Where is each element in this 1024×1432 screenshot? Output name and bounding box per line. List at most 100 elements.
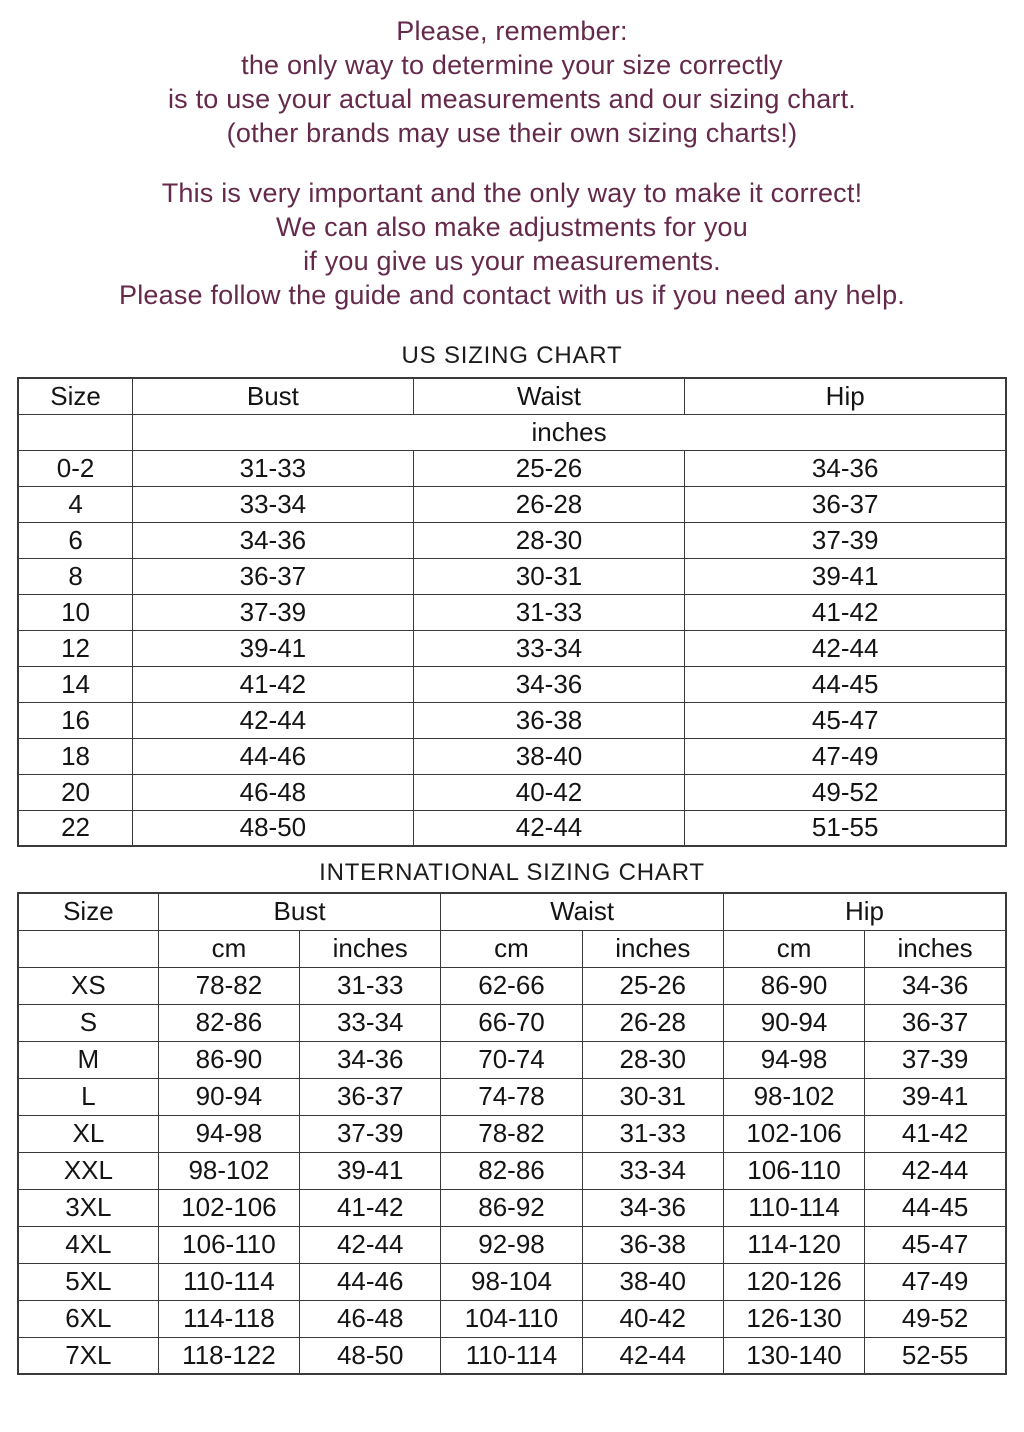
size-cell: S — [17, 1003, 159, 1042]
size-cell: 4XL — [17, 1225, 159, 1264]
measurement-cell: 40-42 — [581, 1299, 724, 1338]
measurement-cell: 106-110 — [722, 1151, 866, 1190]
intro-line: We can also make adjustments for you — [276, 212, 748, 242]
measurement-cell: 98-104 — [440, 1262, 583, 1301]
column-header: Hip — [684, 377, 1007, 415]
measurement-cell: 126-130 — [722, 1299, 866, 1338]
measurement-cell: 34-36 — [864, 966, 1007, 1005]
measurement-cell: 94-98 — [722, 1040, 866, 1079]
measurement-cell: 45-47 — [684, 701, 1007, 739]
table-row: 7XL 118-122 48-50 110-114 42-44 130-140 52-55 — [17, 1336, 1007, 1375]
measurement-cell: 36-37 — [864, 1003, 1007, 1042]
measurement-cell: 33-34 — [299, 1003, 442, 1042]
size-cell: 16 — [17, 701, 134, 739]
size-cell: XL — [17, 1114, 159, 1153]
measurement-cell: 25-26 — [412, 449, 686, 487]
measurement-cell: 30-31 — [412, 557, 686, 595]
unit-header: inches — [132, 413, 1007, 451]
column-header: Bust — [157, 892, 442, 931]
us-table-head: Size Bust Waist Hip inches — [17, 377, 1007, 451]
measurement-cell: 33-34 — [581, 1151, 724, 1190]
measurement-cell: 34-36 — [132, 521, 414, 559]
intro-line: Please follow the guide and contact with… — [118, 280, 905, 310]
measurement-cell: 114-120 — [722, 1225, 866, 1264]
measurement-cell: 52-55 — [864, 1336, 1007, 1375]
table-row: L 90-94 36-37 74-78 30-31 98-102 39-41 — [17, 1077, 1007, 1116]
size-cell: 12 — [17, 629, 134, 667]
measurement-cell: 44-45 — [864, 1188, 1007, 1227]
measurement-cell: 38-40 — [412, 737, 686, 775]
measurement-cell: 49-52 — [864, 1299, 1007, 1338]
measurement-cell: 25-26 — [581, 966, 724, 1005]
table-row: 12 39-41 33-34 42-44 — [17, 629, 1007, 667]
measurement-cell: 31-33 — [412, 593, 686, 631]
column-header: Bust — [132, 377, 414, 415]
empty-cell — [17, 929, 159, 968]
intl-table-body: XS 78-82 31-33 62-66 25-26 86-90 34-36 S 82-86 33… — [17, 966, 1007, 1375]
table-row: 8 36-37 30-31 39-41 — [17, 557, 1007, 595]
intro-line: the only way to determine your size corr… — [241, 50, 783, 80]
measurement-cell: 48-50 — [132, 809, 414, 847]
us-header-row: Size Bust Waist Hip — [17, 377, 1007, 415]
table-row: M 86-90 34-36 70-74 28-30 94-98 37-39 — [17, 1040, 1007, 1079]
measurement-cell: 44-46 — [299, 1262, 442, 1301]
measurement-cell: 62-66 — [440, 966, 583, 1005]
intro-line: if you give us your measurements. — [303, 246, 721, 276]
measurement-cell: 34-36 — [684, 449, 1007, 487]
size-cell: XS — [17, 966, 159, 1005]
us-sizing-table: Size Bust Waist Hip inches 0-2 31-33 25-26 34-3… — [17, 377, 1007, 847]
measurement-cell: 114-118 — [157, 1299, 301, 1338]
column-header: Hip — [722, 892, 1007, 931]
measurement-cell: 28-30 — [412, 521, 686, 559]
unit-header: inches — [864, 929, 1007, 968]
size-cell: 20 — [17, 773, 134, 811]
measurement-cell: 102-106 — [157, 1188, 301, 1227]
measurement-cell: 36-37 — [299, 1077, 442, 1116]
measurement-cell: 42-44 — [581, 1336, 724, 1375]
table-row: 4 33-34 26-28 36-37 — [17, 485, 1007, 523]
measurement-cell: 98-102 — [722, 1077, 866, 1116]
measurement-cell: 41-42 — [684, 593, 1007, 631]
measurement-cell: 42-44 — [864, 1151, 1007, 1190]
table-row: XS 78-82 31-33 62-66 25-26 86-90 34-36 — [17, 966, 1007, 1005]
measurement-cell: 40-42 — [412, 773, 686, 811]
measurement-cell: 41-42 — [132, 665, 414, 703]
unit-header: inches — [581, 929, 724, 968]
intro-line: is to use your actual measurements and o… — [167, 84, 857, 114]
measurement-cell: 39-41 — [299, 1151, 442, 1190]
column-header: Size — [17, 892, 159, 931]
measurement-cell: 47-49 — [864, 1262, 1007, 1301]
intl-sizing-table: Size Bust Waist Hip cm inches cm inches cm inches… — [17, 892, 1007, 1375]
size-cell: 14 — [17, 665, 134, 703]
us-unit-row: inches — [17, 413, 1007, 451]
unit-header: cm — [440, 929, 583, 968]
column-header: Waist — [440, 892, 724, 931]
size-cell: XXL — [17, 1151, 159, 1190]
measurement-cell: 78-82 — [157, 966, 301, 1005]
measurement-cell: 37-39 — [132, 593, 414, 631]
measurement-cell: 90-94 — [722, 1003, 866, 1042]
measurement-cell: 66-70 — [440, 1003, 583, 1042]
intro-text: Please, remember: the only way to determ… — [0, 14, 1024, 312]
measurement-cell: 106-110 — [157, 1225, 301, 1264]
table-row: 0-2 31-33 25-26 34-36 — [17, 449, 1007, 487]
measurement-cell: 90-94 — [157, 1077, 301, 1116]
measurement-cell: 33-34 — [412, 629, 686, 667]
intl-unit-row: cm inches cm inches cm inches — [17, 929, 1007, 968]
size-cell: 8 — [17, 557, 134, 595]
intro-paragraph-2: This is very important and the only way … — [0, 176, 1024, 312]
measurement-cell: 36-38 — [412, 701, 686, 739]
table-row: 3XL 102-106 41-42 86-92 34-36 110-114 44-45 — [17, 1188, 1007, 1227]
measurement-cell: 104-110 — [440, 1299, 583, 1338]
measurement-cell: 47-49 — [684, 737, 1007, 775]
table-row: 18 44-46 38-40 47-49 — [17, 737, 1007, 775]
measurement-cell: 86-90 — [157, 1040, 301, 1079]
measurement-cell: 110-114 — [440, 1336, 583, 1375]
measurement-cell: 42-44 — [412, 809, 686, 847]
size-cell: 22 — [17, 809, 134, 847]
measurement-cell: 31-33 — [299, 966, 442, 1005]
size-cell: M — [17, 1040, 159, 1079]
measurement-cell: 102-106 — [722, 1114, 866, 1153]
column-header: Size — [17, 377, 134, 415]
measurement-cell: 34-36 — [299, 1040, 442, 1079]
